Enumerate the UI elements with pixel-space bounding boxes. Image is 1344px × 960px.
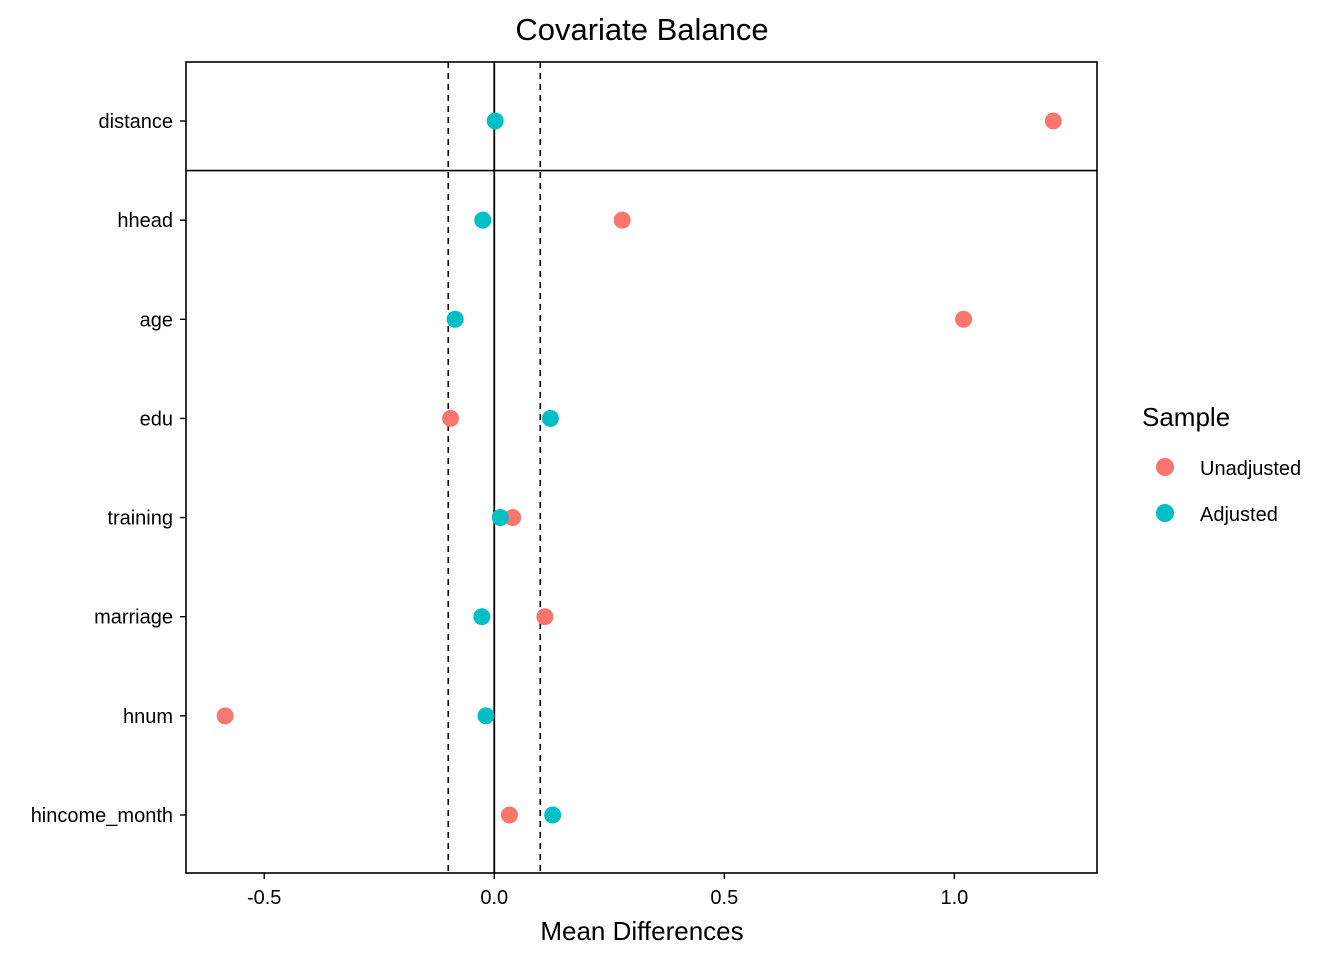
legend: Sample Unadjusted Adjusted bbox=[1142, 402, 1301, 526]
point-unadjusted-edu bbox=[442, 409, 460, 427]
point-unadjusted-hhead bbox=[613, 211, 631, 229]
plot-panel-border bbox=[185, 61, 1098, 874]
point-unadjusted-marriage bbox=[536, 608, 554, 626]
chart-title: Covariate Balance bbox=[515, 12, 768, 47]
x-tick-label-2: 0.5 bbox=[710, 887, 738, 909]
point-adjusted-hhead bbox=[474, 211, 492, 229]
point-adjusted-distance bbox=[486, 112, 504, 130]
x-tick-label-0: -0.5 bbox=[247, 887, 281, 909]
point-adjusted-marriage bbox=[473, 608, 491, 626]
legend-title: Sample bbox=[1142, 402, 1230, 432]
point-unadjusted-hnum bbox=[216, 707, 234, 725]
y-tick-label-training: training bbox=[107, 508, 173, 530]
y-tick-label-hincome_month: hincome_month bbox=[31, 805, 173, 827]
point-unadjusted-hincome_month bbox=[500, 806, 518, 824]
point-unadjusted-age bbox=[955, 310, 973, 328]
x-tick-label-3: 1.0 bbox=[940, 887, 968, 909]
legend-marker-adjusted bbox=[1156, 504, 1174, 522]
y-tick-label-marriage: marriage bbox=[94, 607, 173, 629]
point-adjusted-hnum bbox=[477, 707, 495, 725]
point-adjusted-training bbox=[491, 509, 509, 527]
point-adjusted-hincome_month bbox=[544, 806, 562, 824]
x-tick-label-1: 0.0 bbox=[480, 887, 508, 909]
y-tick-label-edu: edu bbox=[140, 408, 173, 430]
point-unadjusted-distance bbox=[1044, 112, 1062, 130]
point-adjusted-age bbox=[446, 310, 464, 328]
y-tick-label-hnum: hnum bbox=[123, 706, 173, 728]
y-tick-label-hhead: hhead bbox=[117, 210, 173, 232]
y-tick-label-age: age bbox=[140, 309, 173, 331]
plot-area: distance hhead age edu training marriage hnum h… bbox=[31, 61, 1098, 909]
y-tick-label-distance: distance bbox=[99, 111, 174, 133]
point-unadjusted-training bbox=[504, 509, 522, 527]
point-adjusted-edu bbox=[541, 409, 559, 427]
legend-marker-unadjusted bbox=[1156, 458, 1174, 476]
x-axis-label: Mean Differences bbox=[540, 916, 743, 946]
legend-label-unadjusted: Unadjusted bbox=[1200, 458, 1301, 480]
legend-label-adjusted: Adjusted bbox=[1200, 504, 1278, 526]
